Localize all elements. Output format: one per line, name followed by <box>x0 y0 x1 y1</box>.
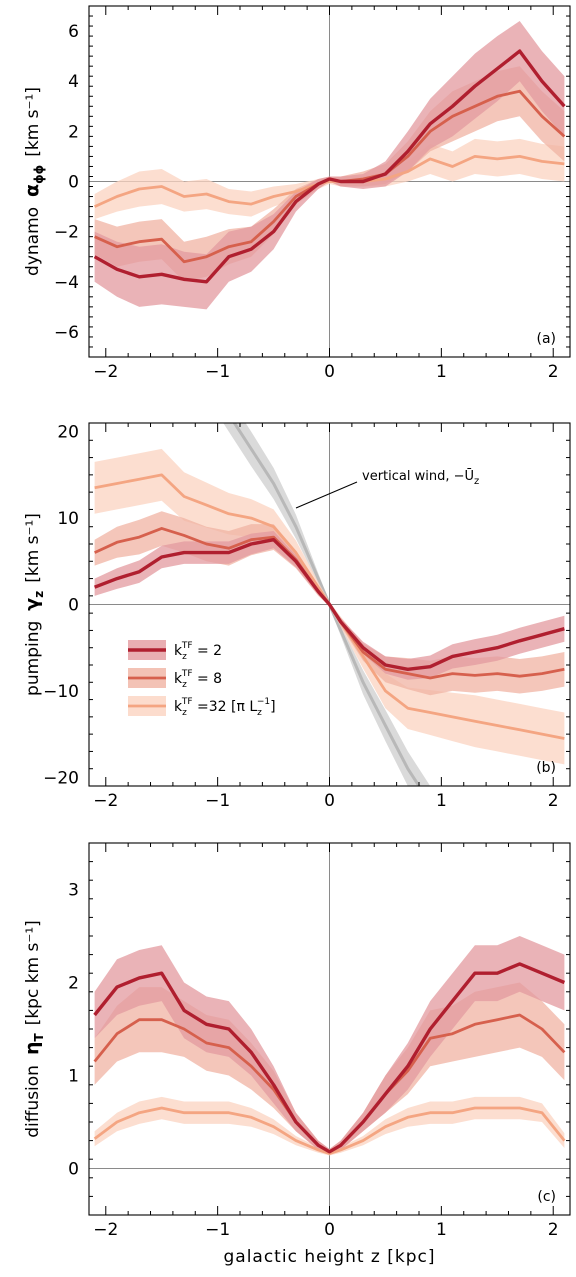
legend-tail: ] <box>270 699 275 715</box>
legend-sup: TF <box>181 641 193 651</box>
legend-value: =32 [π L <box>193 699 258 715</box>
panel-label: (b) <box>536 760 556 776</box>
y-tick-label: 10 <box>57 509 79 529</box>
legend-sub: z <box>182 708 187 718</box>
panel-label: (c) <box>537 1189 556 1205</box>
y-tick-label: 0 <box>68 596 79 616</box>
y-tick-label: 3 <box>68 881 79 901</box>
y-label-symbol: γ <box>21 598 43 611</box>
x-tick-label: 1 <box>436 791 447 811</box>
legend-entry-label: kzTF = 2 <box>174 641 222 662</box>
y-tick-label: −6 <box>54 323 79 343</box>
legend-sub: z <box>182 652 187 662</box>
x-tick-label: 0 <box>324 791 335 811</box>
legend-sub: z <box>182 680 187 690</box>
x-axis-label: galactic height z [kpc] <box>223 1247 435 1267</box>
y-tick-label: 0 <box>68 173 79 193</box>
y-label-symbol-subscript: z <box>32 591 46 598</box>
y-label-prefix: diffusion <box>23 1065 43 1138</box>
series-1-line <box>93 538 565 671</box>
panel-label: (a) <box>536 331 556 347</box>
legend-sub2: z <box>257 708 262 718</box>
y-tick-label: 20 <box>57 423 79 443</box>
y-label-unit: [km s⁻¹] <box>23 513 43 583</box>
x-tick-label: 1 <box>436 362 447 382</box>
legend-sup: TF <box>181 697 193 707</box>
x-tick-label: −2 <box>93 791 118 811</box>
x-tick-label: 1 <box>436 1220 447 1240</box>
series-1-line <box>93 49 566 284</box>
legend-sup2: −1 <box>257 697 270 707</box>
y-tick-label: 2 <box>68 974 79 994</box>
series-1-line <box>93 962 566 1154</box>
series-1-band <box>94 21 565 310</box>
panel-c: −2 −1 0 1 2 0 1 2 3 (c) diffusion ηT [kpc km s⁻¹] gal… <box>21 842 571 1267</box>
y-tick-label: −4 <box>54 273 79 293</box>
y-label-prefix: dynamo <box>23 207 43 276</box>
annotation-main: vertical wind, −Ū <box>362 469 474 484</box>
legend-sup: TF <box>181 669 193 679</box>
plot-area <box>89 6 570 357</box>
legend-value: = 8 <box>193 671 223 687</box>
series-3-line <box>94 155 565 208</box>
y-axis-label: pumping γz [km s⁻¹] <box>21 513 46 696</box>
y-label-symbol: η <box>21 1042 43 1056</box>
y-tick-label: 1 <box>68 1067 79 1087</box>
panel-a: −2 −1 0 1 2 −6 −4 −2 0 2 4 6 (a) dynamo αϕϕ [km s⁻¹] <box>21 5 571 382</box>
plot-area <box>89 843 570 1215</box>
y-label-symbol: α <box>21 184 43 197</box>
x-tick-label: −1 <box>205 362 230 382</box>
y-label-unit: [kpc km s⁻¹] <box>23 920 43 1025</box>
legend-entry-label: kzTF = 8 <box>174 669 222 690</box>
plot-area <box>89 423 570 786</box>
x-tick-label: 2 <box>548 791 559 811</box>
legend-value: = 2 <box>193 643 223 659</box>
series-1-band <box>94 936 565 1155</box>
y-label-prefix: pumping <box>23 621 43 696</box>
legend-k: k <box>174 643 183 659</box>
y-label-unit: [km s⁻¹] <box>23 87 43 157</box>
legend-entry-label: kzTF =32 [π Lz−1] <box>174 697 276 718</box>
annotation-text: vertical wind, −Ūz <box>362 469 479 487</box>
y-tick-label: 6 <box>68 22 79 42</box>
annotation-subscript: z <box>474 476 479 487</box>
y-axis-label: diffusion ηT [kpc km s⁻¹] <box>21 920 46 1138</box>
x-tick-label: 2 <box>548 1220 559 1240</box>
y-tick-label: 4 <box>68 72 79 92</box>
y-label-symbol-subscript: T <box>32 1033 46 1042</box>
series-3-line <box>93 1106 566 1155</box>
y-axis-label: dynamo αϕϕ [km s⁻¹] <box>21 87 46 276</box>
x-tick-label: −1 <box>205 791 230 811</box>
y-tick-label: 0 <box>68 1160 79 1180</box>
y-tick-label: 2 <box>68 122 79 142</box>
annotation-pointer <box>295 481 358 509</box>
legend-k: k <box>174 699 183 715</box>
legend-k: k <box>174 671 183 687</box>
y-tick-label: −20 <box>43 768 79 788</box>
x-tick-label: 0 <box>324 1220 335 1240</box>
x-tick-label: −2 <box>93 362 118 382</box>
x-tick-label: 0 <box>324 362 335 382</box>
y-label-symbol-subscript: ϕϕ <box>32 165 46 184</box>
x-tick-label: 2 <box>548 362 559 382</box>
y-tick-label: −2 <box>54 223 79 243</box>
x-tick-label: −1 <box>205 1220 230 1240</box>
x-tick-label: −2 <box>93 1220 118 1240</box>
y-tick-label: −10 <box>43 682 79 702</box>
